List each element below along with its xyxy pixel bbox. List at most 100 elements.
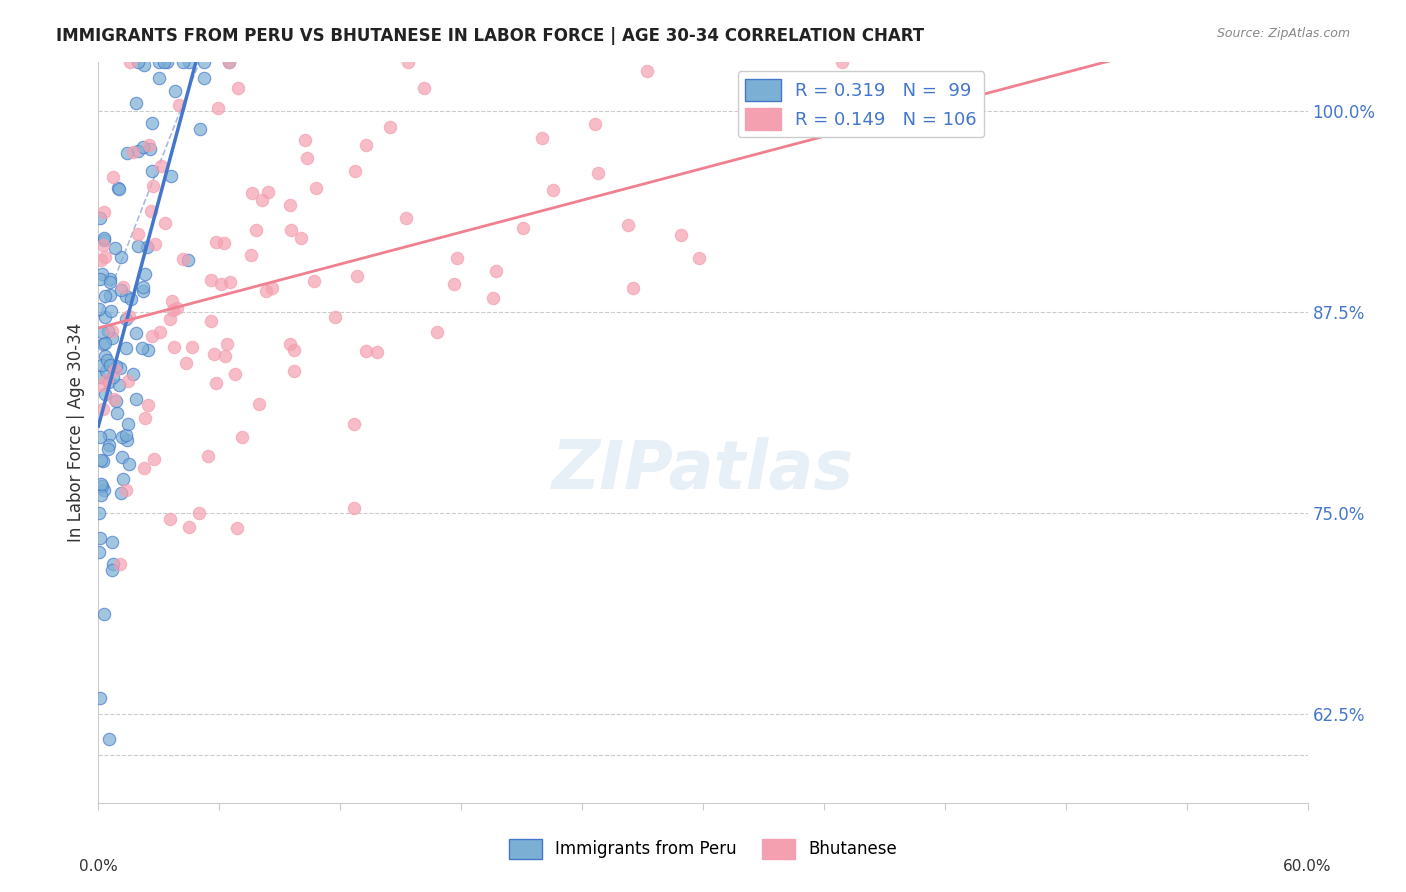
Bhutanese — [103, 392, 125, 406]
Bhutanese — [484, 264, 506, 278]
Immigrants from Peru — [91, 454, 114, 468]
Immigrants from Peru — [124, 326, 146, 341]
Immigrants from Peru — [193, 70, 215, 85]
Bhutanese — [617, 218, 640, 232]
Bhutanese — [443, 277, 465, 291]
Bhutanese — [205, 235, 228, 250]
Immigrants from Peru — [132, 139, 155, 153]
Bhutanese — [111, 280, 134, 294]
Immigrants from Peru — [87, 301, 110, 316]
Bhutanese — [295, 151, 318, 165]
Bhutanese — [283, 343, 305, 358]
Immigrants from Peru — [127, 55, 149, 70]
Bhutanese — [141, 329, 163, 343]
Bhutanese — [250, 193, 273, 207]
Bhutanese — [426, 325, 449, 339]
Bhutanese — [280, 222, 302, 236]
Bhutanese — [215, 337, 238, 351]
Immigrants from Peru — [108, 378, 131, 392]
Bhutanese — [254, 284, 277, 298]
Bhutanese — [245, 223, 267, 237]
Immigrants from Peru — [114, 288, 136, 302]
Bhutanese — [207, 101, 229, 115]
Bhutanese — [177, 520, 200, 534]
Immigrants from Peru — [117, 417, 139, 432]
Immigrants from Peru — [103, 369, 125, 384]
Immigrants from Peru — [120, 292, 142, 306]
Immigrants from Peru — [188, 121, 211, 136]
Immigrants from Peru — [138, 343, 160, 357]
Bhutanese — [91, 377, 114, 392]
Bhutanese — [136, 398, 159, 412]
Immigrants from Peru — [127, 144, 149, 158]
Immigrants from Peru — [155, 55, 177, 70]
Text: IMMIGRANTS FROM PERU VS BHUTANESE IN LABOR FORCE | AGE 30-34 CORRELATION CHART: IMMIGRANTS FROM PERU VS BHUTANESE IN LAB… — [56, 27, 924, 45]
Immigrants from Peru — [93, 231, 115, 245]
Bhutanese — [394, 211, 416, 225]
Bhutanese — [262, 281, 284, 295]
Immigrants from Peru — [115, 433, 138, 447]
Bhutanese — [212, 236, 235, 251]
Immigrants from Peru — [98, 275, 121, 289]
Bhutanese — [93, 204, 115, 219]
Bhutanese — [197, 449, 219, 463]
Bhutanese — [290, 231, 312, 245]
Bhutanese — [93, 238, 115, 252]
Bhutanese — [343, 500, 366, 515]
Immigrants from Peru — [93, 310, 115, 324]
Bhutanese — [621, 281, 644, 295]
Bhutanese — [214, 350, 236, 364]
Bhutanese — [583, 117, 606, 131]
Bhutanese — [481, 291, 503, 305]
Immigrants from Peru — [105, 406, 128, 420]
Bhutanese — [90, 252, 112, 267]
Immigrants from Peru — [127, 238, 149, 252]
Bhutanese — [122, 145, 145, 159]
Bhutanese — [149, 325, 172, 339]
Immigrants from Peru — [97, 732, 120, 747]
Bhutanese — [200, 314, 222, 328]
Bhutanese — [172, 252, 194, 267]
Bhutanese — [226, 521, 249, 535]
Bhutanese — [378, 120, 401, 135]
Immigrants from Peru — [132, 58, 155, 72]
Bhutanese — [530, 131, 553, 145]
Immigrants from Peru — [132, 280, 155, 294]
Text: Source: ZipAtlas.com: Source: ZipAtlas.com — [1216, 27, 1350, 40]
Bhutanese — [305, 180, 328, 194]
Immigrants from Peru — [89, 507, 111, 521]
Immigrants from Peru — [98, 428, 121, 442]
Immigrants from Peru — [101, 557, 124, 571]
Immigrants from Peru — [136, 240, 159, 254]
Immigrants from Peru — [93, 387, 115, 401]
Bhutanese — [831, 55, 853, 70]
Bhutanese — [366, 345, 388, 359]
Immigrants from Peru — [138, 142, 160, 156]
Immigrants from Peru — [110, 251, 132, 265]
Bhutanese — [127, 227, 149, 241]
Immigrants from Peru — [90, 453, 112, 467]
Bhutanese — [100, 324, 122, 338]
Immigrants from Peru — [98, 375, 121, 389]
Immigrants from Peru — [97, 438, 120, 452]
Bhutanese — [354, 344, 377, 359]
Bhutanese — [224, 367, 246, 381]
Immigrants from Peru — [94, 289, 117, 303]
Bhutanese — [162, 303, 184, 318]
Immigrants from Peru — [91, 267, 114, 281]
Immigrants from Peru — [193, 55, 215, 70]
Bhutanese — [141, 203, 163, 218]
Immigrants from Peru — [110, 361, 132, 376]
Immigrants from Peru — [90, 488, 112, 502]
Bhutanese — [166, 301, 188, 316]
Immigrants from Peru — [172, 55, 194, 70]
Immigrants from Peru — [218, 55, 240, 70]
Bhutanese — [688, 252, 710, 266]
Bhutanese — [396, 55, 419, 70]
Immigrants from Peru — [153, 55, 176, 70]
Bhutanese — [636, 64, 658, 78]
Immigrants from Peru — [132, 284, 155, 298]
Bhutanese — [226, 80, 249, 95]
Bhutanese — [669, 228, 692, 243]
Bhutanese — [159, 512, 181, 526]
